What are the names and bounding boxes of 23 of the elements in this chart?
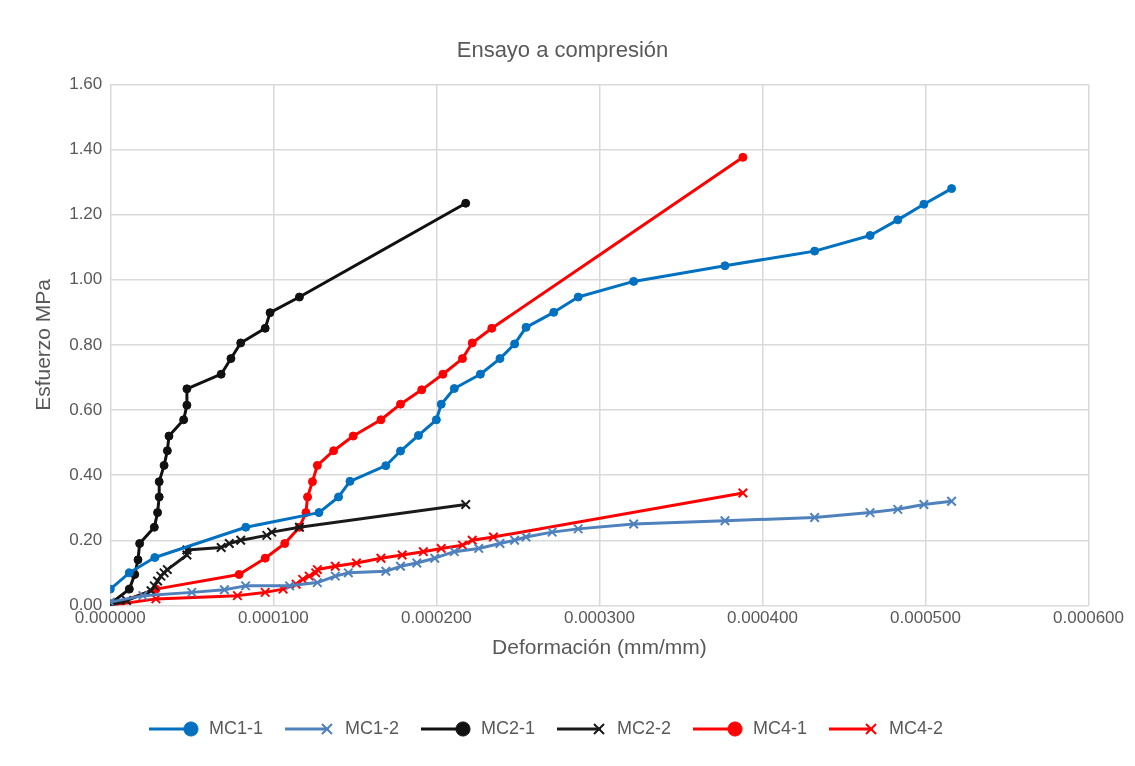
x-axis-title: Deformación (mm/mm) bbox=[492, 635, 707, 659]
chart-title: Ensayo a compresión bbox=[456, 37, 669, 63]
x-tick-label: 0.000500 bbox=[890, 608, 961, 628]
x-tick-label: 0.000300 bbox=[563, 608, 635, 628]
x-tick-label: 0.000100 bbox=[237, 608, 309, 628]
legend-label: MC1-1 bbox=[208, 717, 263, 738]
y-tick-label: 0.40 bbox=[69, 464, 103, 484]
legend-label: MC2-2 bbox=[617, 717, 672, 738]
legend-label: MC2-1 bbox=[480, 717, 536, 738]
x-tick-label: 0.000600 bbox=[1053, 608, 1124, 628]
y-tick-label: 0.80 bbox=[69, 334, 103, 354]
y-tick-label: 1.00 bbox=[69, 269, 103, 289]
y-tick-label: 0.60 bbox=[69, 399, 103, 419]
legend-label: MC4-2 bbox=[889, 717, 944, 738]
x-tick-label: 0.000400 bbox=[727, 608, 798, 628]
y-axis-title: Esfuerzo MPa bbox=[31, 278, 55, 411]
x-tick-label: 0.000200 bbox=[400, 608, 472, 628]
y-tick-label: 1.40 bbox=[69, 139, 103, 159]
y-tick-label: 1.20 bbox=[69, 204, 103, 224]
legend-label: MC1-2 bbox=[344, 717, 399, 738]
y-tick-label: 0.20 bbox=[69, 529, 103, 549]
legend-label: MC4-1 bbox=[753, 717, 808, 738]
y-tick-label: 1.60 bbox=[69, 74, 103, 94]
